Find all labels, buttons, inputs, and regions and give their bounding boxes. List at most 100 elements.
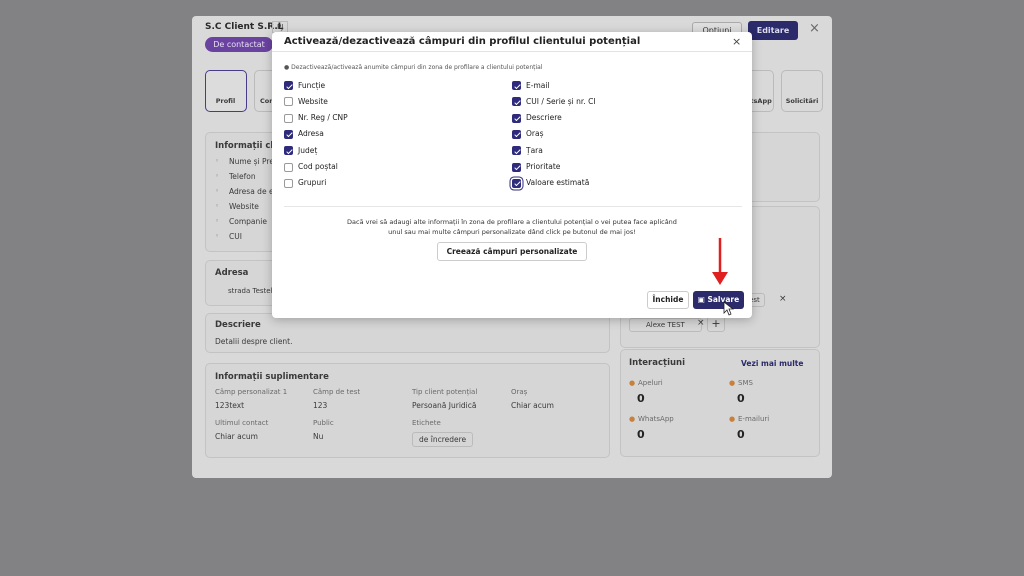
fields-modal: Activează/dezactivează câmpuri din profi…	[272, 32, 752, 318]
checkbox-label: Funcție	[298, 80, 326, 90]
info-row: Adresa de e-mail	[229, 187, 293, 196]
row-icon: ◦	[215, 187, 220, 195]
description-value: Detalii despre client.	[215, 337, 293, 346]
card-title: Adresa	[215, 268, 249, 278]
info-text: Dacă vrei să adaugi alte informații în z…	[347, 218, 677, 226]
checkbox[interactable]	[284, 113, 293, 123]
checkbox[interactable]	[512, 97, 521, 107]
info-row: Telefon	[229, 172, 256, 181]
annotation-arrow	[712, 238, 735, 316]
remove-icon[interactable]: ×	[779, 294, 787, 304]
interaction-dot: ●	[629, 415, 636, 423]
field-value: 123	[313, 401, 328, 410]
field-label: Ultimul contact	[215, 419, 269, 427]
card-title: Descriere	[215, 320, 261, 330]
checkbox-label: Adresa	[298, 129, 324, 139]
card-title: Informații client	[215, 141, 293, 151]
card-title: Interacțiuni	[629, 358, 686, 368]
tab-label: Profil	[215, 97, 236, 105]
checkbox[interactable]	[284, 178, 293, 188]
checkbox-label: CUI / Serie și nr. CI	[526, 96, 596, 106]
checkbox-label: Website	[298, 96, 328, 106]
extra-card: Informații suplimentare Câmp personaliza…	[205, 363, 610, 458]
see-more-link[interactable]: Vezi mai multe	[741, 359, 804, 368]
checkbox[interactable]	[512, 113, 521, 123]
close-icon[interactable]: ×	[809, 21, 820, 36]
checkbox-label: Descriere	[526, 113, 562, 123]
field-label: Etichete	[412, 419, 441, 427]
checkbox-label: Nr. Reg / CNP	[298, 113, 348, 123]
client-title: S.C Client S.R.L	[205, 22, 284, 32]
save-button[interactable]: ▣ Salvare	[693, 291, 744, 309]
edit-button[interactable]: Editare	[748, 21, 798, 40]
field-label: Oraș	[511, 388, 528, 396]
checkbox[interactable]	[284, 162, 293, 172]
field-value: Chiar acum	[511, 401, 554, 410]
info-row: Companie	[229, 217, 267, 226]
assignee-tag[interactable]: Alexe TEST	[629, 318, 702, 332]
interaction-count: 0	[737, 392, 745, 405]
hint: ● Dezactivează/activează anumite câmpuri…	[284, 64, 543, 71]
checkbox[interactable]	[512, 146, 521, 156]
tab-label: Con	[260, 97, 274, 105]
checkbox-label: Țara	[526, 145, 543, 155]
interaction-label: WhatsApp	[638, 415, 674, 423]
close-footer-button[interactable]: Închide	[647, 291, 689, 309]
field-label: Câmp personalizat 1	[215, 388, 288, 396]
row-icon: ◦	[215, 157, 220, 165]
field-label: Tip client potențial	[412, 388, 478, 396]
checkbox-label: Valoare estimată	[526, 178, 590, 188]
info-row: Website	[229, 202, 259, 211]
description-card: Descriere Detalii despre client.	[205, 313, 610, 353]
field-label: Public	[313, 419, 334, 427]
field-value: Persoană Juridică	[412, 401, 477, 410]
row-icon: ◦	[215, 172, 220, 180]
checkbox-label: E-mail	[526, 80, 550, 90]
checkbox-label: Oraș	[526, 129, 544, 139]
interaction-count: 0	[637, 428, 645, 441]
checkbox[interactable]	[512, 162, 521, 172]
divider	[272, 51, 752, 52]
remove-icon[interactable]: ×	[697, 318, 705, 328]
info-row: Nume și Prenume	[229, 157, 296, 166]
field-value: 123text	[215, 401, 245, 410]
interaction-dot: ●	[629, 379, 636, 387]
row-icon: ◦	[215, 202, 220, 210]
field-value: Nu	[313, 432, 324, 441]
checkbox-label: Prioritate	[526, 162, 561, 171]
checkbox[interactable]	[512, 81, 521, 90]
checkbox[interactable]	[284, 97, 293, 107]
create-fields-button[interactable]: Creează câmpuri personalizate	[437, 242, 587, 261]
arrow-head	[712, 272, 728, 285]
tab[interactable]: Solicitări	[781, 70, 823, 112]
field-value: Chiar acum	[215, 432, 258, 441]
info-row: CUI	[229, 232, 242, 241]
checkbox[interactable]	[512, 178, 521, 188]
checkbox-label: Cod poștal	[298, 162, 338, 171]
status-pill[interactable]: De contactat	[205, 37, 273, 52]
checkbox-label: Grupuri	[298, 178, 327, 188]
save-label: Salvare	[707, 295, 740, 304]
interaction-label: Apeluri	[638, 379, 663, 387]
card-title: Informații suplimentare	[215, 372, 329, 382]
interaction-count: 0	[637, 392, 645, 405]
interaction-count: 0	[737, 428, 745, 441]
checkbox[interactable]	[284, 81, 293, 90]
tab[interactable]: Profil	[205, 70, 247, 112]
checkbox-label: Județ	[298, 145, 318, 155]
checkbox[interactable]	[512, 129, 521, 139]
tab-label: WhatsApp	[734, 97, 772, 105]
interaction-dot: ●	[729, 379, 736, 387]
field-value: de încredere	[412, 432, 474, 447]
checkbox[interactable]	[284, 129, 293, 139]
divider	[284, 206, 742, 207]
close-button[interactable]: ×	[732, 35, 742, 48]
interactions-card: Interacțiuni Vezi mai multe ● Apeluri 0 ● SM…	[620, 349, 820, 457]
hint-text: Dezactivează/activează anumite câmpuri d…	[291, 64, 543, 71]
address-value: strada Testelor	[228, 287, 280, 295]
checkbox[interactable]	[284, 146, 293, 156]
tab-label: Solicitări	[785, 97, 819, 105]
interaction-dot: ●	[729, 415, 736, 423]
interaction-label: E-mailuri	[738, 415, 770, 423]
row-icon: ◦	[215, 232, 220, 240]
